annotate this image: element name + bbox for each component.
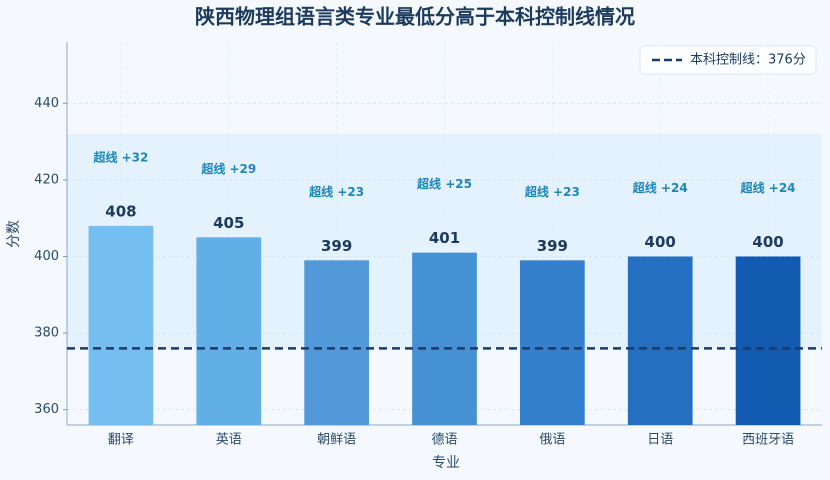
value-label: 399 [321,237,352,255]
x-tick-label: 西班牙语 [742,433,794,448]
annotation: 超线 +32 [92,149,148,164]
annotation: 超线 +23 [308,184,364,199]
bar [520,260,585,425]
x-tick-label: 英语 [216,433,242,448]
annotation: 超线 +25 [416,176,472,191]
legend-label: 本科控制线：376分 [690,53,806,68]
x-tick-label: 朝鲜语 [317,433,356,448]
x-tick-label: 日语 [647,433,673,448]
value-label: 400 [645,233,676,251]
y-tick-label: 380 [34,326,59,341]
bar [627,256,693,425]
bar [88,225,154,425]
y-tick-label: 440 [34,96,59,111]
y-tick-label: 360 [34,402,59,417]
y-tick-label: 420 [34,172,59,187]
value-label: 401 [429,229,460,247]
bar [196,237,262,425]
bar [735,256,801,425]
annotation: 超线 +23 [524,184,580,199]
x-tick-label: 俄语 [539,433,565,448]
annotation: 超线 +29 [200,161,256,176]
value-label: 408 [105,202,136,220]
chart-title: 陕西物理组语言类专业最低分高于本科控制线情况 [195,5,635,29]
value-label: 405 [213,214,244,232]
y-tick-label: 400 [34,249,59,264]
value-label: 400 [752,233,783,251]
annotation: 超线 +24 [632,180,688,195]
x-axis-label: 专业 [432,455,460,471]
x-tick-label: 翻译 [108,433,134,448]
bar [412,252,477,425]
legend-box [639,45,817,75]
bar [304,260,369,425]
annotation: 超线 +24 [740,180,796,195]
value-label: 399 [537,237,568,255]
x-tick-label: 德语 [431,433,457,448]
y-axis-label: 分数 [6,220,22,248]
